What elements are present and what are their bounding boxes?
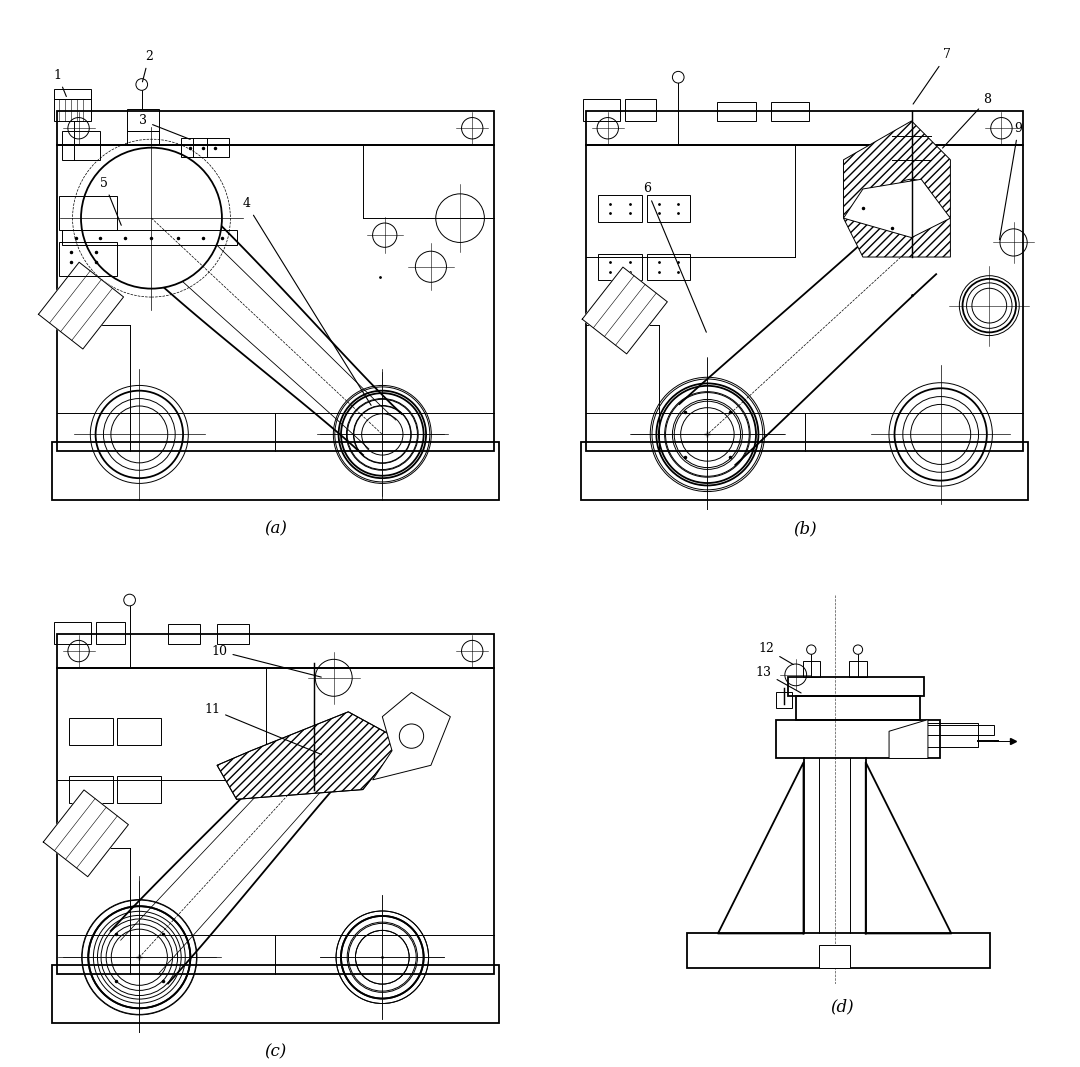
- Circle shape: [807, 644, 816, 654]
- Text: 4: 4: [242, 197, 372, 405]
- Bar: [118, 718, 161, 745]
- Bar: [777, 719, 940, 759]
- Bar: [717, 101, 756, 121]
- Circle shape: [124, 594, 135, 606]
- Bar: [57, 668, 495, 974]
- Bar: [624, 99, 657, 121]
- Bar: [581, 442, 1028, 500]
- Polygon shape: [843, 179, 950, 238]
- Bar: [52, 965, 499, 1023]
- Bar: [54, 622, 91, 643]
- Polygon shape: [39, 262, 123, 349]
- Polygon shape: [843, 121, 950, 257]
- Bar: [69, 718, 112, 745]
- Circle shape: [136, 79, 148, 91]
- Bar: [62, 130, 100, 160]
- Bar: [57, 111, 495, 145]
- Bar: [54, 99, 91, 121]
- Bar: [217, 624, 248, 643]
- Bar: [52, 442, 499, 500]
- Bar: [647, 254, 690, 281]
- Bar: [59, 196, 118, 230]
- Text: 2: 2: [143, 50, 153, 82]
- Text: (c): (c): [265, 1044, 286, 1061]
- Bar: [802, 662, 820, 676]
- Bar: [118, 777, 161, 803]
- Polygon shape: [373, 692, 450, 780]
- Bar: [127, 109, 159, 130]
- Text: 8: 8: [943, 93, 991, 148]
- Bar: [687, 934, 990, 969]
- Text: 3: 3: [139, 114, 190, 140]
- Text: 10: 10: [212, 644, 322, 678]
- Text: 7: 7: [913, 48, 950, 105]
- Bar: [57, 145, 495, 451]
- Circle shape: [673, 71, 684, 83]
- Text: (a): (a): [264, 521, 287, 538]
- Text: 5: 5: [100, 177, 121, 225]
- Text: 11: 11: [204, 703, 322, 754]
- Text: 9: 9: [999, 122, 1023, 240]
- Text: (b): (b): [793, 521, 816, 538]
- Circle shape: [81, 147, 222, 288]
- Bar: [585, 111, 1024, 145]
- Bar: [598, 254, 642, 281]
- Bar: [788, 676, 924, 697]
- Bar: [180, 138, 229, 158]
- Bar: [583, 99, 620, 121]
- Text: 6: 6: [643, 182, 706, 332]
- Polygon shape: [889, 719, 928, 759]
- Text: 13: 13: [756, 666, 801, 692]
- Bar: [796, 697, 920, 719]
- Bar: [647, 195, 690, 222]
- Polygon shape: [43, 790, 129, 877]
- Bar: [585, 145, 1024, 451]
- Bar: [57, 634, 495, 668]
- Bar: [598, 195, 642, 222]
- Bar: [69, 777, 112, 803]
- Bar: [59, 242, 118, 276]
- Bar: [62, 230, 237, 245]
- Bar: [924, 723, 978, 747]
- Text: (d): (d): [831, 999, 854, 1016]
- Bar: [127, 130, 159, 145]
- Bar: [168, 624, 200, 643]
- Text: 12: 12: [758, 642, 794, 665]
- Bar: [770, 101, 810, 121]
- Bar: [819, 945, 850, 969]
- Polygon shape: [217, 712, 402, 799]
- Bar: [924, 726, 994, 735]
- Circle shape: [853, 644, 863, 654]
- Bar: [54, 90, 91, 99]
- Text: 1: 1: [54, 68, 66, 96]
- Bar: [95, 622, 125, 643]
- Bar: [849, 662, 866, 676]
- Bar: [777, 692, 792, 707]
- Polygon shape: [582, 267, 667, 354]
